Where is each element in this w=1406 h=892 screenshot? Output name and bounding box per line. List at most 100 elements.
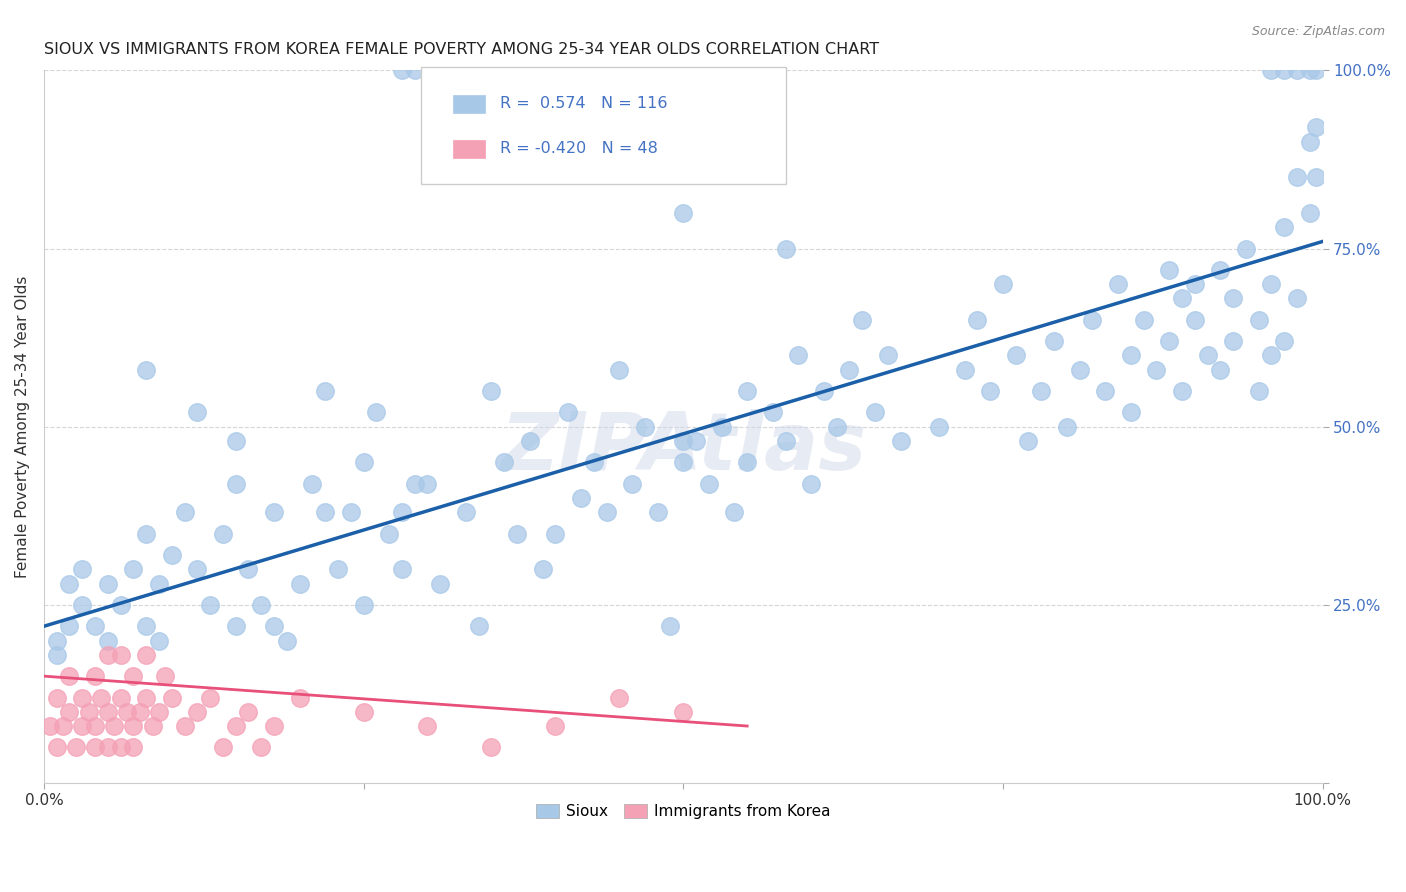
Point [353, 455, 375, 469]
Point [84, 669, 107, 683]
Point [1247, 313, 1270, 327]
Point [1272, 220, 1295, 235]
Point [404, 63, 426, 78]
Point [735, 455, 758, 469]
FancyBboxPatch shape [453, 95, 485, 112]
Point [276, 633, 298, 648]
Point [391, 63, 413, 78]
Point [1260, 349, 1282, 363]
Point [97, 740, 120, 755]
Text: Source: ZipAtlas.com: Source: ZipAtlas.com [1251, 25, 1385, 38]
Y-axis label: Female Poverty Among 25-34 Year Olds: Female Poverty Among 25-34 Year Olds [15, 276, 30, 578]
Point [1299, 63, 1322, 78]
Point [225, 476, 247, 491]
Point [70, 690, 93, 705]
Point [238, 562, 260, 576]
Point [735, 384, 758, 398]
Point [103, 719, 125, 733]
Point [97, 648, 120, 662]
Point [1247, 384, 1270, 398]
Point [148, 576, 170, 591]
Point [148, 633, 170, 648]
Point [582, 455, 605, 469]
Point [314, 384, 336, 398]
Point [607, 690, 630, 705]
Point [135, 690, 157, 705]
Point [353, 705, 375, 719]
Point [301, 476, 323, 491]
Point [672, 455, 695, 469]
Point [481, 384, 503, 398]
Point [595, 505, 617, 519]
Point [1043, 334, 1066, 349]
Point [1222, 334, 1244, 349]
Point [1081, 313, 1104, 327]
Point [135, 648, 157, 662]
Point [366, 405, 388, 419]
Point [148, 705, 170, 719]
Point [1132, 313, 1154, 327]
Point [122, 669, 145, 683]
Point [238, 705, 260, 719]
Point [160, 548, 183, 562]
Point [659, 619, 682, 633]
Point [1272, 334, 1295, 349]
Point [481, 740, 503, 755]
Point [1299, 135, 1322, 149]
Point [135, 619, 157, 633]
Point [544, 719, 567, 733]
Point [391, 562, 413, 576]
Point [122, 740, 145, 755]
Point [876, 349, 898, 363]
Point [250, 740, 273, 755]
Point [353, 598, 375, 612]
Point [84, 719, 107, 733]
Point [225, 719, 247, 733]
Point [250, 598, 273, 612]
Point [851, 313, 873, 327]
Point [186, 562, 208, 576]
Point [391, 505, 413, 519]
Point [173, 719, 195, 733]
Point [672, 434, 695, 448]
Point [1119, 405, 1142, 419]
Point [90, 690, 112, 705]
Point [454, 63, 477, 78]
Point [58, 619, 80, 633]
Text: R = -0.420   N = 48: R = -0.420 N = 48 [501, 141, 658, 156]
Point [326, 562, 349, 576]
Point [685, 434, 707, 448]
Point [198, 598, 221, 612]
Point [890, 434, 912, 448]
Point [77, 705, 100, 719]
Point [198, 690, 221, 705]
Point [378, 526, 401, 541]
Point [825, 419, 848, 434]
Point [1144, 362, 1167, 376]
Point [1285, 63, 1308, 78]
Point [1209, 362, 1232, 376]
Point [762, 405, 785, 419]
Point [135, 362, 157, 376]
Point [569, 491, 592, 505]
Point [225, 619, 247, 633]
Point [288, 576, 311, 591]
Point [58, 669, 80, 683]
Point [979, 384, 1001, 398]
Point [1056, 419, 1078, 434]
Point [70, 598, 93, 612]
Point [1171, 384, 1194, 398]
Point [813, 384, 835, 398]
Point [128, 705, 150, 719]
Point [863, 405, 886, 419]
Point [621, 476, 644, 491]
Point [115, 705, 138, 719]
Point [1305, 63, 1327, 78]
Point [1017, 434, 1039, 448]
Point [634, 419, 657, 434]
Point [494, 455, 516, 469]
Point [1260, 63, 1282, 78]
Point [142, 719, 165, 733]
Point [647, 505, 669, 519]
Point [110, 740, 132, 755]
